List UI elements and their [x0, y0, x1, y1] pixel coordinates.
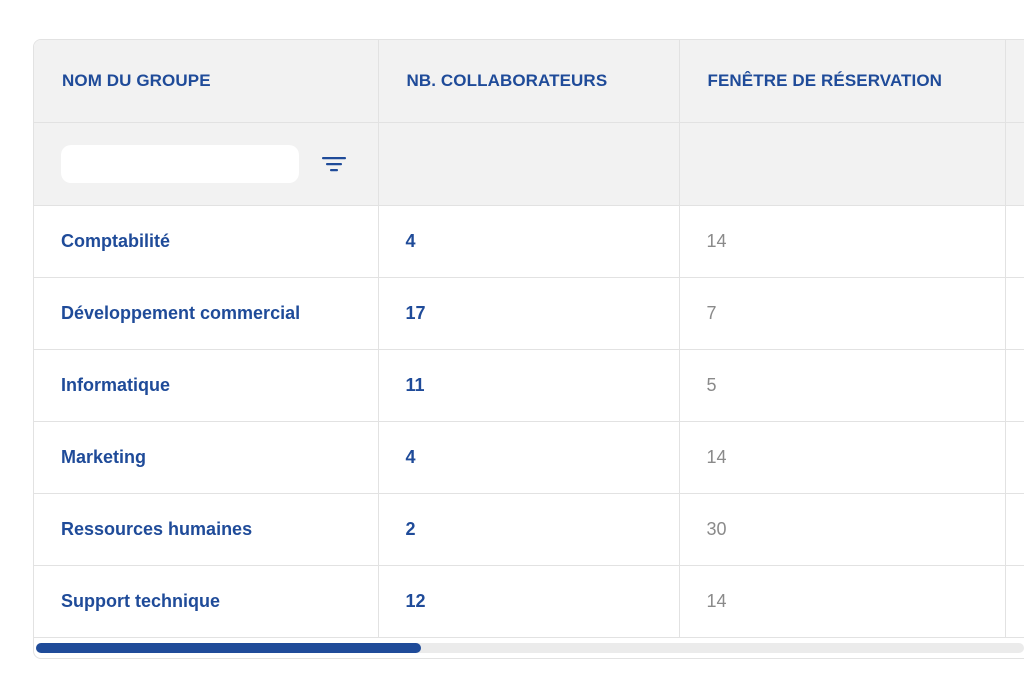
column-header-booking-window[interactable]: FENÊTRE DE RÉSERVATION	[679, 40, 1006, 123]
extra-cell	[1005, 205, 1024, 278]
column-header-more[interactable]	[1005, 40, 1024, 123]
filter-cell-more	[1005, 122, 1024, 206]
filter-cell-group-name	[34, 122, 379, 206]
filter-icon[interactable]	[321, 151, 347, 177]
collaborators-count-cell: 4	[378, 205, 680, 278]
groups-table: NOM DU GROUPE NB. COLLABORATEURS FENÊTRE…	[34, 40, 1024, 638]
extra-cell	[1005, 565, 1024, 638]
collaborators-count-cell: 2	[378, 493, 680, 566]
collaborators-count-cell: 17	[378, 277, 680, 350]
column-header-group-name[interactable]: NOM DU GROUPE	[34, 40, 379, 123]
groups-table-card: NOM DU GROUPE NB. COLLABORATEURS FENÊTRE…	[33, 39, 1024, 659]
booking-window-cell: 7	[679, 277, 1006, 350]
group-name-filter-input[interactable]	[61, 145, 299, 183]
group-name-cell[interactable]: Ressources humaines	[34, 493, 379, 566]
collaborators-count-cell: 12	[378, 565, 680, 638]
group-name-cell[interactable]: Informatique	[34, 349, 379, 422]
table-row[interactable]: Marketing 4 14	[34, 421, 1024, 494]
table-filter-row	[34, 122, 1024, 206]
table-header-row: NOM DU GROUPE NB. COLLABORATEURS FENÊTRE…	[34, 40, 1024, 123]
booking-window-cell: 14	[679, 421, 1006, 494]
table-row[interactable]: Ressources humaines 2 30	[34, 493, 1024, 566]
table-row[interactable]: Comptabilité 4 14	[34, 205, 1024, 278]
group-name-cell[interactable]: Marketing	[34, 421, 379, 494]
booking-window-cell: 30	[679, 493, 1006, 566]
extra-cell	[1005, 493, 1024, 566]
table-row[interactable]: Développement commercial 17 7	[34, 277, 1024, 350]
extra-cell	[1005, 349, 1024, 422]
group-name-cell[interactable]: Développement commercial	[34, 277, 379, 350]
scrollbar-thumb[interactable]	[36, 643, 421, 653]
group-name-cell[interactable]: Support technique	[34, 565, 379, 638]
booking-window-cell: 5	[679, 349, 1006, 422]
extra-cell	[1005, 421, 1024, 494]
filter-cell-collaborators	[378, 122, 680, 206]
group-name-cell[interactable]: Comptabilité	[34, 205, 379, 278]
horizontal-scrollbar[interactable]	[36, 643, 1024, 653]
collaborators-count-cell: 11	[378, 349, 680, 422]
table-row[interactable]: Support technique 12 14	[34, 565, 1024, 638]
filter-cell-booking-window	[679, 122, 1006, 206]
table-row[interactable]: Informatique 11 5	[34, 349, 1024, 422]
column-header-collaborators[interactable]: NB. COLLABORATEURS	[378, 40, 680, 123]
booking-window-cell: 14	[679, 205, 1006, 278]
booking-window-cell: 14	[679, 565, 1006, 638]
extra-cell	[1005, 277, 1024, 350]
collaborators-count-cell: 4	[378, 421, 680, 494]
